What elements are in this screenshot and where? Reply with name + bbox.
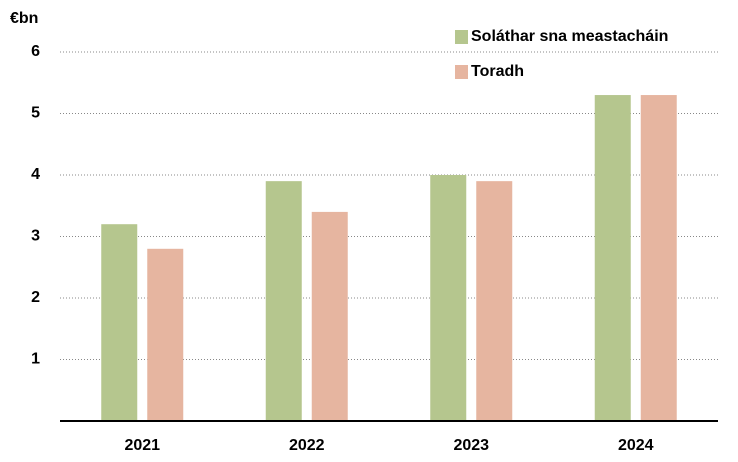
x-tick-label: 2023	[453, 437, 489, 454]
bar	[101, 224, 138, 421]
y-tick-label: 5	[31, 105, 40, 122]
y-tick-label: 2	[31, 289, 40, 306]
bar	[476, 181, 513, 421]
bar	[147, 248, 184, 421]
y-tick-label: 1	[31, 351, 40, 368]
bar	[265, 181, 302, 421]
y-tick-label: 4	[31, 166, 40, 183]
legend-swatch	[455, 30, 468, 44]
bar	[594, 95, 631, 422]
y-axis-label: €bn	[10, 10, 38, 27]
legend-label: Soláthar sna meastacháin	[471, 28, 668, 45]
bar	[640, 95, 677, 422]
legend-swatch	[455, 65, 468, 79]
y-tick-label: 6	[31, 43, 40, 60]
x-tick-label: 2024	[618, 437, 654, 454]
x-tick-label: 2022	[289, 437, 325, 454]
legend-label: Toradh	[471, 63, 524, 80]
bar	[430, 175, 467, 421]
bar	[311, 211, 348, 421]
x-tick-label: 2021	[124, 437, 160, 454]
y-tick-label: 3	[31, 228, 40, 245]
